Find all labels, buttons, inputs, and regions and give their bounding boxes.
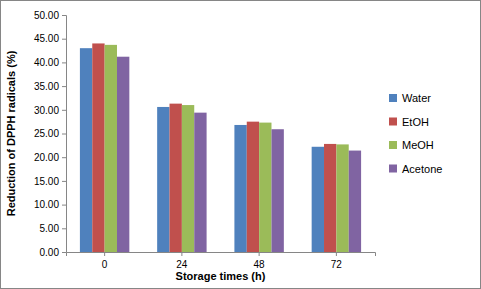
legend-swatch xyxy=(389,165,397,173)
y-tick-mark xyxy=(62,134,66,135)
y-tick: 10.00 xyxy=(34,199,66,210)
bar xyxy=(182,105,194,252)
x-tick-label: 48 xyxy=(254,259,266,270)
bar xyxy=(259,123,271,252)
bar xyxy=(312,147,324,252)
y-tick-mark xyxy=(62,157,66,158)
legend-label: MeOH xyxy=(402,139,434,151)
y-tick: 35.00 xyxy=(34,81,66,92)
chart: 0.00 5.00 10.00 15.00 20.00 25.00 30.00 35.00 40… xyxy=(0,0,481,289)
bar xyxy=(247,122,259,252)
x-tick-mark xyxy=(259,252,260,256)
bar xyxy=(234,125,246,252)
y-tick-mark xyxy=(62,15,66,16)
bar xyxy=(336,144,348,252)
y-tick-mark xyxy=(62,181,66,182)
y-tick: 45.00 xyxy=(34,33,66,44)
y-tick-label: 50.00 xyxy=(34,10,59,21)
bar xyxy=(349,151,361,252)
y-tick-label: 5.00 xyxy=(40,223,60,234)
bar xyxy=(157,107,169,252)
y-tick-label: 40.00 xyxy=(34,57,59,68)
x-tick-mark xyxy=(336,252,337,256)
y-axis: 0.00 5.00 10.00 15.00 20.00 25.00 30.00 35.00 40… xyxy=(34,10,67,258)
x-axis: 0 24 48 72 xyxy=(67,252,376,270)
y-tick: 20.00 xyxy=(34,152,66,163)
y-tick-mark xyxy=(62,86,66,87)
bar xyxy=(324,144,336,252)
plot: 0.00 5.00 10.00 15.00 20.00 25.00 30.00 35.00 40… xyxy=(34,10,376,270)
y-tick-mark xyxy=(62,228,66,229)
y-axis-line xyxy=(62,16,67,253)
bar xyxy=(105,45,117,252)
x-tick: 72 xyxy=(331,252,343,270)
bar xyxy=(170,104,182,252)
y-tick-mark xyxy=(62,39,66,40)
legend-item: EtOH xyxy=(389,116,429,128)
y-tick: 0.00 xyxy=(40,247,66,258)
y-axis-title: Reduction of DPPH radicals (%) xyxy=(5,50,17,216)
legend-swatch xyxy=(389,118,397,126)
x-tick-mark xyxy=(181,252,182,256)
bar-series xyxy=(117,57,361,252)
legend: Water EtOH MeOH Acetone xyxy=(389,92,442,175)
legend-label: Water xyxy=(402,92,431,104)
x-tick: 24 xyxy=(176,252,188,270)
legend-item: Water xyxy=(389,92,431,104)
x-axis-line xyxy=(67,253,376,257)
bar xyxy=(194,113,206,252)
x-tick: 0 xyxy=(102,252,108,270)
x-tick-mark xyxy=(104,252,105,256)
x-tick-label: 72 xyxy=(331,259,343,270)
y-tick-mark xyxy=(62,62,66,63)
legend-item: Acetone xyxy=(389,163,442,175)
x-axis-title: Storage times (h) xyxy=(176,270,266,282)
y-tick-mark xyxy=(62,205,66,206)
legend-item: MeOH xyxy=(389,139,434,151)
legend-swatch xyxy=(389,94,397,102)
y-tick-mark xyxy=(62,252,66,253)
bar xyxy=(92,43,104,252)
x-tick-label: 24 xyxy=(176,259,188,270)
y-tick: 50.00 xyxy=(34,10,66,21)
legend-label: EtOH xyxy=(402,116,429,128)
y-tick-label: 45.00 xyxy=(34,33,59,44)
y-tick-label: 25.00 xyxy=(34,128,59,139)
bar xyxy=(271,129,283,252)
bar xyxy=(117,57,129,252)
legend-swatch xyxy=(389,141,397,149)
y-tick-label: 30.00 xyxy=(34,105,59,116)
legend-label: Acetone xyxy=(402,163,442,175)
bar-series xyxy=(92,43,336,252)
y-tick-label: 20.00 xyxy=(34,152,59,163)
y-tick: 40.00 xyxy=(34,57,66,68)
x-tick: 48 xyxy=(254,252,266,270)
bar xyxy=(80,48,92,252)
y-tick: 30.00 xyxy=(34,105,66,116)
y-tick-label: 35.00 xyxy=(34,81,59,92)
y-tick: 15.00 xyxy=(34,176,66,187)
x-tick-label: 0 xyxy=(102,259,108,270)
bars xyxy=(80,43,361,252)
y-tick-label: 0.00 xyxy=(40,247,60,258)
y-tick-label: 15.00 xyxy=(34,176,59,187)
y-tick: 25.00 xyxy=(34,128,66,139)
y-tick-mark xyxy=(62,110,66,111)
bar-series xyxy=(105,45,349,252)
y-tick-label: 10.00 xyxy=(34,199,59,210)
y-tick: 5.00 xyxy=(40,223,66,234)
chart-frame xyxy=(1,1,481,289)
